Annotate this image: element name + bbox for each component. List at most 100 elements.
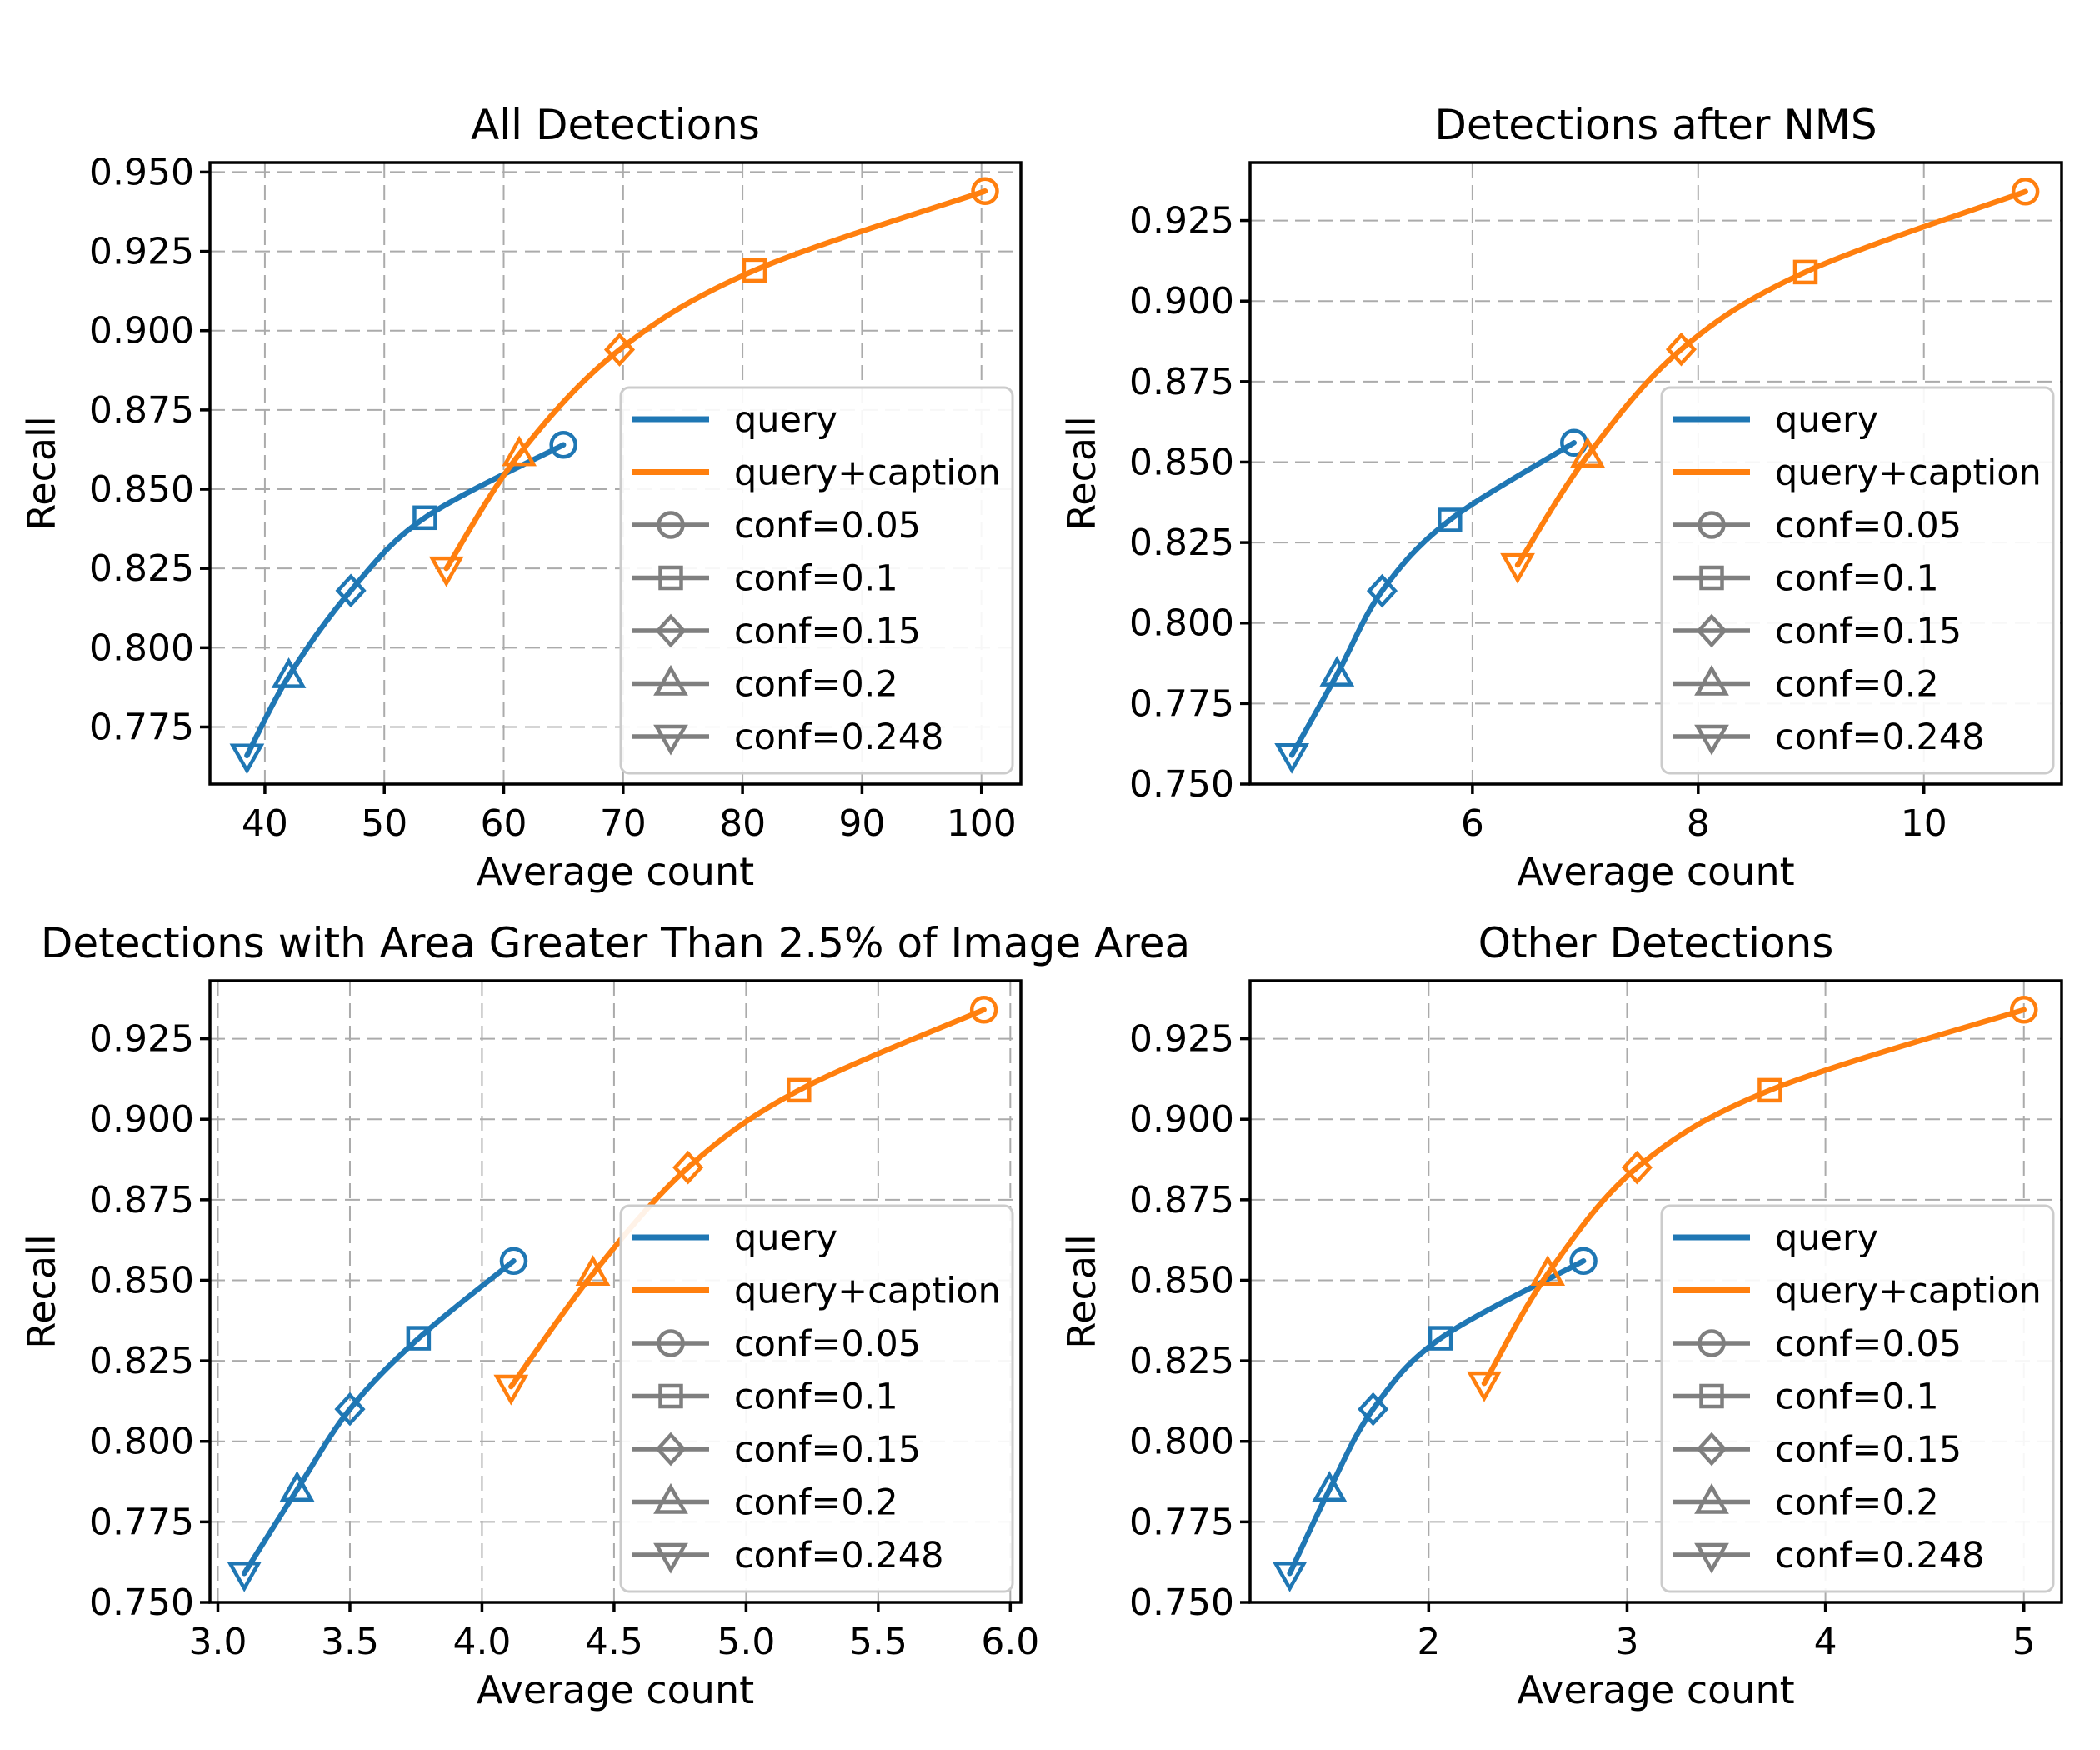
x-tick-label: 5.0 [717,1621,775,1663]
y-tick-label: 0.925 [89,231,194,273]
subplot-other-detections: 2 3 4 5 0.750 0.775 0.800 0.825 0.850 0.875 0.900 0… [1059,919,2063,1712]
legend-box [1660,1204,2055,1593]
y-tick-label: 0.850 [1129,441,1234,483]
legend-label: conf=0.15 [734,611,921,652]
y-tick-label: 0.925 [1129,200,1234,242]
y-axis-label: Recall [1059,1234,1104,1348]
legend-entry-conf-0-2: conf=0.2 [1673,1482,1939,1524]
y-tick-label: 0.875 [89,1179,194,1222]
triangle-up-icon [1694,664,1729,696]
legend-label: conf=0.1 [1775,1377,1939,1418]
legend-entry-conf-0-1: conf=0.1 [1673,558,1939,600]
series-line-query-caption [508,1007,987,1390]
data-point-query-conf-0.1 [1438,508,1462,532]
x-axis-label: Average count [477,849,754,894]
axes-frame [1248,161,2063,786]
axes-frame [208,161,1022,786]
data-point-query-caption-conf-0.2 [575,1255,611,1286]
legend-box [619,386,1014,775]
data-point-query-caption-conf-0.248 [1467,1371,1502,1402]
x-tick-label: 8 [1687,802,1710,845]
axes-frame [1248,979,2063,1604]
chart-title: All Detections [471,101,760,149]
series-query-caption [1500,178,2040,584]
circle-icon [657,511,685,539]
y-tick-label: 0.850 [89,1259,194,1302]
chart-title: Detections with Area Greater Than 2.5% o… [41,919,1190,968]
y-tick-label: 0.900 [1129,280,1234,322]
legend-entry-conf-0-248: conf=0.248 [1673,717,1984,758]
series-line-query [241,1258,517,1577]
legend-label: conf=0.248 [734,717,943,758]
series-line-query-caption [1481,1007,2027,1387]
data-point-query-caption-conf-0.2 [502,435,538,467]
chart-title: Other Detections [1478,919,1834,968]
y-tick-label: 0.775 [89,706,194,748]
legend-label: conf=0.2 [734,1482,898,1524]
diamond-icon [1696,613,1728,648]
legend-entry-conf-0-15: conf=0.15 [632,1429,921,1471]
data-point-query-caption-conf-0.1 [787,1078,812,1103]
series-query-caption [428,177,999,588]
legend-entry-conf-0-248: conf=0.248 [632,1535,943,1577]
legend-entry-conf-0-2: conf=0.2 [632,1482,898,1524]
x-tick-label: 100 [947,802,1017,845]
y-tick-label: 0.875 [1129,1179,1234,1222]
x-tick-label: 2 [1417,1621,1440,1663]
legend-entry-query: query [632,399,838,441]
legend-entry-conf-0-15: conf=0.15 [1673,1429,1962,1471]
legend-label: query+caption [734,1271,1001,1312]
data-point-query-caption-conf-0.248 [1500,552,1535,584]
legend-box [619,1204,1014,1593]
circle-icon [657,1329,685,1358]
legend-label: conf=0.05 [1775,1323,1962,1365]
legend-entry-query-caption: query+caption [1673,1271,2042,1312]
data-point-query-conf-0.2 [1319,656,1355,687]
series-query-caption [493,996,998,1406]
legend-label: query+caption [1775,452,2042,494]
square-icon [1699,565,1724,591]
legend-label: conf=0.1 [1775,558,1939,600]
triangle-down-icon [1694,1542,1729,1574]
legend-entry-query: query [1673,399,1878,441]
legend-entry-conf-0-248: conf=0.248 [1673,1535,1984,1577]
x-tick-label: 50 [361,802,408,845]
y-tick-label: 0.900 [89,310,194,352]
legend-entry-conf-0-2: conf=0.2 [1673,664,1939,706]
legend: query query+caption conf=0.05 conf=0.1 conf=… [1660,1204,2055,1593]
y-tick-label: 0.800 [89,1421,194,1463]
legend-entry-query-caption: query+caption [632,452,1001,494]
x-tick-label: 70 [600,802,647,845]
series-query [1274,428,1588,774]
y-tick-label: 0.775 [1129,682,1234,725]
y-tick-label: 0.800 [1129,602,1234,645]
x-tick-label: 80 [719,802,766,845]
legend-entry-conf-0-05: conf=0.05 [1673,505,1962,547]
legend-entry-conf-0-15: conf=0.15 [1673,611,1962,652]
data-point-query-caption-conf-0.1 [742,258,768,283]
data-point-query-caption-conf-0.05 [971,177,999,206]
series-line-query [244,442,567,758]
circle-icon [1698,511,1726,539]
data-point-query-conf-0.15 [335,573,367,608]
y-tick-label: 0.825 [89,548,194,590]
data-point-query-caption-conf-0.15 [603,332,636,367]
legend-entry-query: query [1673,1218,1878,1259]
legend-label: query [1775,399,1878,441]
series-query [229,430,578,775]
y-tick-label: 0.925 [1129,1018,1234,1061]
data-point-query-caption-conf-0.1 [1758,1078,1782,1103]
y-tick-label: 0.950 [89,151,194,193]
legend-label: conf=0.248 [1775,717,1984,758]
x-tick-label: 4.0 [452,1621,511,1663]
x-tick-label: 10 [1901,802,1948,845]
data-point-query-conf-0.15 [334,1392,366,1427]
x-tick-label: 90 [838,802,885,845]
circle-icon [1698,1329,1726,1358]
legend-label: conf=0.2 [734,664,898,706]
y-tick-label: 0.800 [89,627,194,669]
y-tick-label: 0.875 [1129,361,1234,403]
series-line-query [1287,1258,1587,1577]
legend-label: conf=0.2 [1775,664,1939,706]
